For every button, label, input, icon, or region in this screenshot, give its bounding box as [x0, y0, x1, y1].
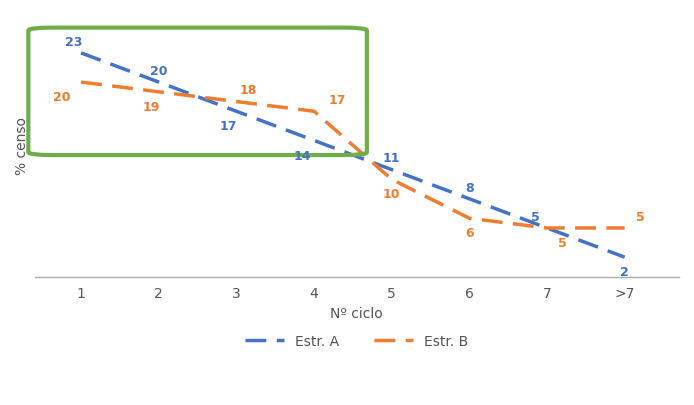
- Text: 5: 5: [531, 210, 540, 223]
- Text: 2: 2: [620, 266, 629, 279]
- Text: 6: 6: [465, 227, 474, 240]
- Text: 10: 10: [383, 188, 400, 201]
- Text: 19: 19: [142, 101, 160, 114]
- Text: 8: 8: [465, 181, 474, 194]
- Text: 20: 20: [150, 65, 167, 78]
- Text: 14: 14: [294, 149, 311, 162]
- Legend: Estr. A, Estr. B: Estr. A, Estr. B: [239, 329, 474, 354]
- Text: 20: 20: [53, 91, 71, 104]
- Text: 17: 17: [329, 94, 346, 107]
- Text: 5: 5: [558, 237, 567, 249]
- Y-axis label: % censo: % censo: [15, 117, 29, 175]
- Text: 5: 5: [636, 210, 645, 223]
- Text: 18: 18: [239, 84, 257, 97]
- X-axis label: Nº ciclo: Nº ciclo: [330, 306, 383, 320]
- Text: 17: 17: [220, 120, 237, 133]
- Text: 23: 23: [65, 36, 82, 49]
- Text: 11: 11: [383, 152, 400, 165]
